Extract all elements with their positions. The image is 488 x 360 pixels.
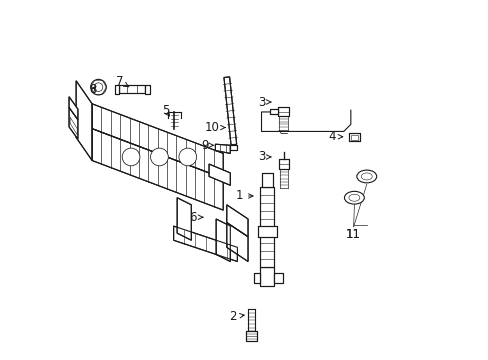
Text: 8: 8 bbox=[89, 83, 96, 96]
Text: 5: 5 bbox=[162, 104, 169, 117]
Text: 1: 1 bbox=[235, 189, 252, 202]
Polygon shape bbox=[69, 97, 78, 120]
Polygon shape bbox=[278, 159, 288, 169]
Polygon shape bbox=[92, 104, 223, 178]
Text: 11: 11 bbox=[346, 229, 361, 242]
Text: 3: 3 bbox=[257, 95, 270, 108]
Polygon shape bbox=[76, 81, 92, 161]
Polygon shape bbox=[226, 222, 247, 261]
Polygon shape bbox=[115, 85, 119, 94]
Polygon shape bbox=[92, 129, 223, 210]
Ellipse shape bbox=[356, 170, 376, 183]
Circle shape bbox=[150, 148, 168, 166]
Polygon shape bbox=[216, 219, 230, 261]
Polygon shape bbox=[215, 144, 230, 153]
Text: 3: 3 bbox=[257, 150, 270, 163]
Circle shape bbox=[122, 148, 140, 166]
Polygon shape bbox=[273, 273, 282, 283]
Ellipse shape bbox=[344, 192, 364, 204]
Polygon shape bbox=[260, 267, 273, 286]
Polygon shape bbox=[177, 198, 191, 240]
Text: 7: 7 bbox=[116, 75, 128, 88]
Polygon shape bbox=[145, 85, 149, 94]
Polygon shape bbox=[260, 187, 273, 267]
Polygon shape bbox=[209, 164, 230, 185]
Text: 11: 11 bbox=[346, 229, 361, 242]
Polygon shape bbox=[119, 85, 145, 93]
Polygon shape bbox=[270, 109, 278, 114]
Polygon shape bbox=[254, 273, 260, 283]
Circle shape bbox=[90, 79, 106, 95]
Polygon shape bbox=[261, 173, 272, 187]
Text: 4: 4 bbox=[328, 130, 342, 143]
Polygon shape bbox=[230, 145, 237, 150]
Text: 6: 6 bbox=[189, 211, 203, 224]
Polygon shape bbox=[224, 77, 236, 145]
Polygon shape bbox=[348, 133, 359, 141]
Text: 2: 2 bbox=[229, 310, 244, 323]
Circle shape bbox=[179, 148, 196, 166]
Polygon shape bbox=[245, 331, 256, 341]
Polygon shape bbox=[173, 226, 237, 261]
Text: 9: 9 bbox=[201, 139, 214, 152]
Text: 10: 10 bbox=[204, 121, 225, 134]
Polygon shape bbox=[257, 226, 276, 237]
Polygon shape bbox=[226, 205, 247, 237]
Polygon shape bbox=[278, 107, 288, 116]
Polygon shape bbox=[69, 107, 78, 139]
